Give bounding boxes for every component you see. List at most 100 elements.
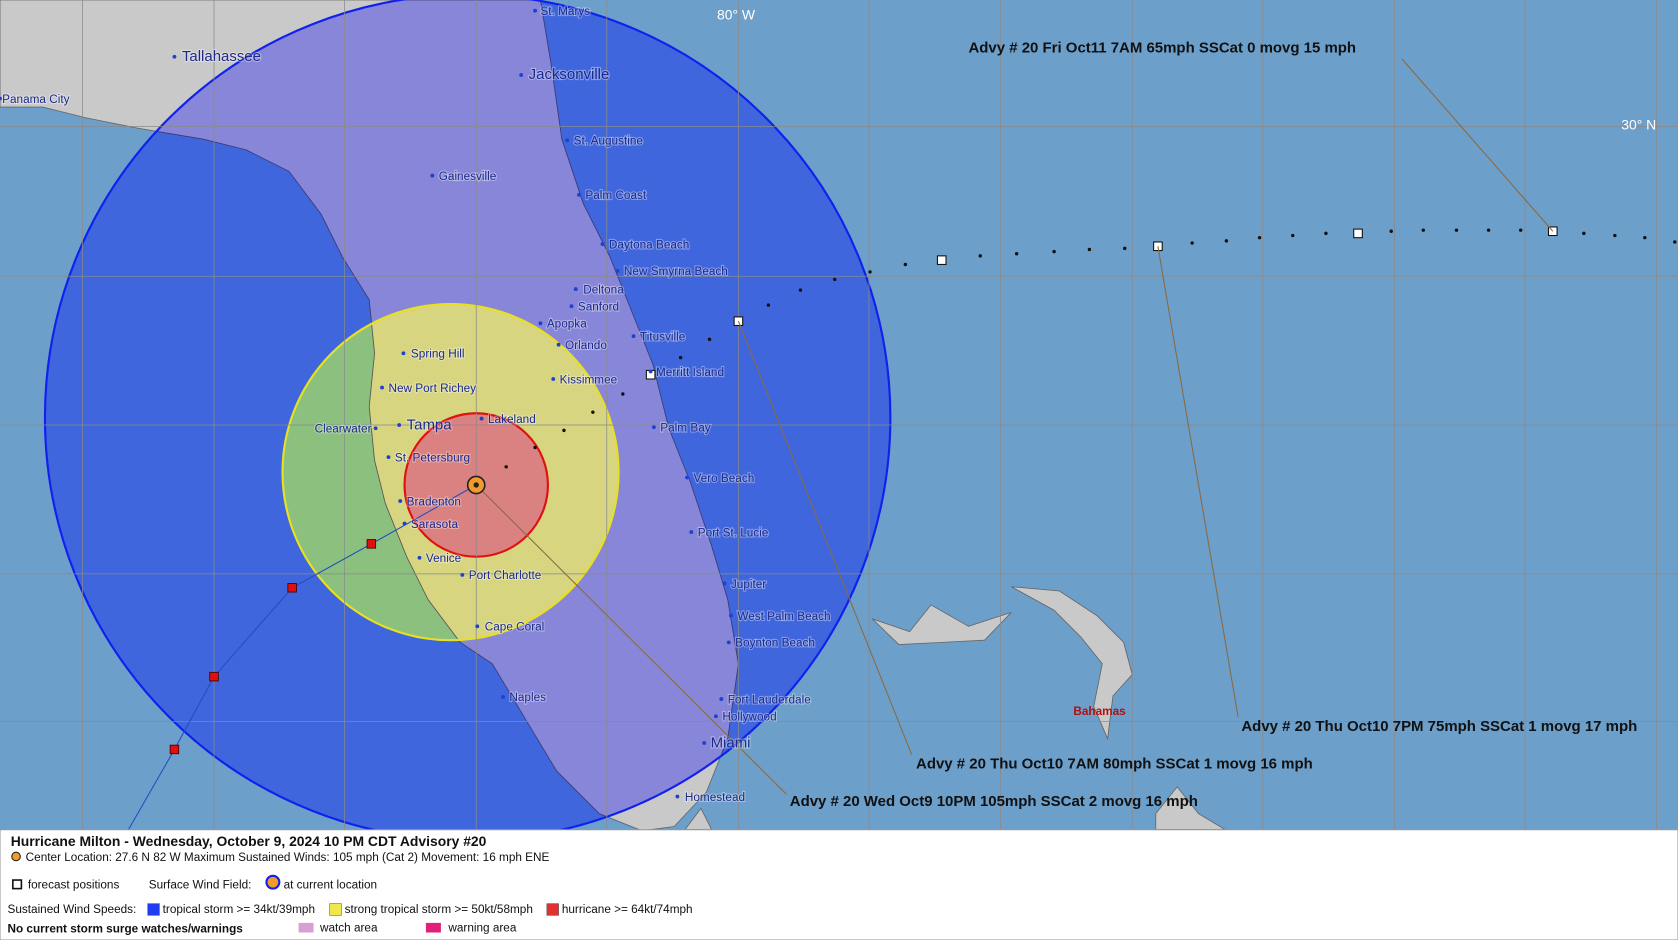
city-dot bbox=[714, 714, 718, 719]
track-dot bbox=[1087, 247, 1092, 252]
city-dot bbox=[397, 423, 402, 427]
city-dot bbox=[401, 351, 406, 356]
city-label: Deltona bbox=[583, 283, 624, 296]
warning-swatch bbox=[425, 922, 441, 933]
track-dot bbox=[1454, 228, 1459, 232]
city-label: Venice bbox=[426, 552, 462, 565]
latitude-label: 30° N bbox=[1621, 117, 1656, 133]
legend-info: Center Location: 27.6 N 82 W Maximum Sus… bbox=[26, 851, 550, 864]
map-area: Tallahassee St. Marys Jacksonville Panama C… bbox=[0, 0, 1678, 830]
city-dot bbox=[556, 342, 561, 347]
track-dot bbox=[591, 410, 595, 414]
speed-swatch bbox=[329, 903, 342, 916]
advisory-label: Advy # 20 Wed Oct9 10PM 105mph SSCat 2 m… bbox=[790, 793, 1198, 810]
city-dot bbox=[475, 624, 480, 629]
track-dot bbox=[1257, 235, 1262, 240]
city-label: Sarasota bbox=[411, 518, 459, 531]
past-position bbox=[169, 744, 180, 755]
strong-field-outline bbox=[281, 302, 620, 642]
city-label: New Smyrna Beach bbox=[624, 265, 728, 278]
legend-current: at current location bbox=[284, 879, 378, 892]
city-dot bbox=[600, 242, 605, 247]
city-label: Tallahassee bbox=[182, 48, 261, 65]
city-dot bbox=[501, 695, 505, 699]
advisory-leaders bbox=[475, 58, 1554, 795]
legend-wind-field: Surface Wind Field: bbox=[149, 879, 252, 892]
track-dot bbox=[1613, 233, 1617, 238]
city-dot bbox=[577, 192, 581, 197]
city-label: Homestead bbox=[685, 791, 745, 804]
city-dot bbox=[728, 613, 733, 618]
past-position bbox=[287, 583, 297, 593]
legend-surge: No current storm surge watches/warnings bbox=[7, 923, 243, 936]
tropical-field-outline bbox=[44, 0, 892, 830]
legend-forecast: forecast positions bbox=[28, 879, 120, 892]
forecast-position bbox=[1353, 228, 1363, 239]
forecast-position bbox=[936, 255, 947, 265]
leader-line bbox=[737, 320, 913, 755]
leader-line bbox=[1157, 246, 1239, 718]
city-dot bbox=[402, 521, 407, 526]
city-dot bbox=[726, 640, 731, 645]
leader-line bbox=[1401, 58, 1554, 232]
track-dot bbox=[798, 288, 803, 292]
watch-swatch bbox=[298, 922, 314, 933]
city-dot bbox=[538, 321, 543, 326]
center-icon bbox=[11, 851, 21, 862]
city-dot bbox=[651, 425, 656, 430]
city-dot bbox=[675, 794, 680, 799]
track-dot bbox=[978, 254, 982, 258]
city-label: St. Marys bbox=[540, 5, 590, 18]
city-dot bbox=[685, 475, 689, 480]
city-dot bbox=[615, 268, 620, 273]
city-label: St. Augustine bbox=[574, 135, 644, 148]
city-dot bbox=[722, 581, 727, 586]
city-label: St. Petersburg bbox=[395, 451, 470, 464]
city-label: Jupiter bbox=[731, 578, 766, 591]
track-dot bbox=[1582, 231, 1586, 236]
city-label: Tampa bbox=[407, 416, 453, 433]
track-dot bbox=[1486, 228, 1491, 232]
city-label: Apopka bbox=[547, 318, 587, 331]
city-label: Cape Coral bbox=[485, 621, 545, 634]
track-dot bbox=[504, 465, 508, 469]
city-dot bbox=[719, 697, 724, 702]
track-dot bbox=[1518, 228, 1523, 232]
track-dot bbox=[621, 392, 625, 396]
city-label: Hollywood bbox=[722, 711, 776, 724]
city-label: Port Charlotte bbox=[469, 569, 542, 582]
track-dot bbox=[1190, 241, 1194, 245]
track-dot bbox=[1291, 233, 1295, 238]
advisory-label: Advy # 20 Thu Oct10 7AM 80mph SSCat 1 mo… bbox=[916, 756, 1313, 773]
track-dot bbox=[1123, 246, 1127, 251]
city-label: Jacksonville bbox=[529, 66, 610, 83]
city-dot bbox=[0, 96, 2, 101]
past-position bbox=[209, 671, 219, 682]
city-label: Gainesville bbox=[439, 170, 497, 183]
city-dot bbox=[430, 173, 435, 178]
track-dot bbox=[1421, 228, 1426, 232]
city-dot bbox=[573, 287, 578, 291]
city-label: Miami bbox=[711, 734, 751, 751]
city-dot bbox=[648, 369, 653, 374]
city-label: Boynton Beach bbox=[735, 637, 815, 650]
track-dot bbox=[833, 277, 837, 282]
city-label: Palm Bay bbox=[660, 421, 710, 434]
past-track bbox=[127, 484, 477, 830]
legend: Hurricane Milton - Wednesday, October 9,… bbox=[7, 833, 692, 936]
city-label: Sanford bbox=[578, 300, 619, 313]
city-label: Vero Beach bbox=[693, 472, 754, 485]
city-label: Orlando bbox=[565, 339, 607, 352]
track-dot bbox=[562, 428, 566, 433]
city-label: Daytona Beach bbox=[609, 238, 689, 251]
city-dot bbox=[172, 54, 177, 59]
city-label: Merritt Island bbox=[656, 366, 724, 379]
city-label: Clearwater bbox=[315, 423, 372, 436]
track-dot bbox=[868, 270, 872, 274]
track-dot bbox=[1673, 240, 1677, 244]
track-dot bbox=[1014, 252, 1019, 256]
speed-label: hurricane >= 64kt/74mph bbox=[562, 903, 693, 916]
forecast-icon bbox=[12, 879, 23, 890]
speed-label: strong tropical storm >= 50kt/58mph bbox=[345, 903, 533, 916]
